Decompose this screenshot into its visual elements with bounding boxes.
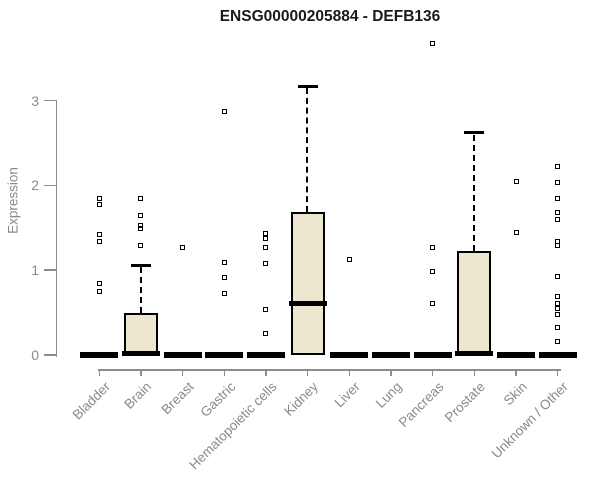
box-prostate bbox=[457, 250, 492, 355]
outlier-bladder-2 bbox=[96, 232, 102, 238]
x-tick-label-gastric: Gastric bbox=[197, 379, 238, 420]
outlier-gastric-2 bbox=[221, 274, 227, 280]
outlier-brain-2 bbox=[138, 222, 144, 228]
x-tick bbox=[223, 369, 226, 376]
x-tick bbox=[473, 369, 476, 376]
outlier-unknown-other-12 bbox=[555, 324, 561, 330]
outlier-gastric-1 bbox=[221, 260, 227, 266]
y-tick bbox=[44, 354, 57, 356]
outlier-liver-0 bbox=[346, 256, 352, 262]
outlier-brain-1 bbox=[138, 212, 144, 218]
x-tick bbox=[140, 369, 142, 376]
y-tick-label: 3 bbox=[31, 92, 39, 109]
outlier-unknown-other-9 bbox=[555, 300, 561, 306]
x-tick bbox=[98, 369, 101, 376]
x-tick-label-breast: Breast bbox=[158, 379, 197, 418]
outlier-unknown-other-3 bbox=[555, 210, 561, 216]
x-tick-label-pancreas: Pancreas bbox=[395, 379, 447, 430]
outlier-brain-0 bbox=[138, 195, 144, 201]
x-tick-label-liver: Liver bbox=[331, 379, 363, 411]
x-tick-label-prostate: Prostate bbox=[441, 379, 488, 426]
outlier-unknown-other-6 bbox=[555, 243, 561, 249]
outlier-bladder-4 bbox=[96, 281, 102, 287]
x-tick bbox=[181, 369, 184, 376]
whisker-cap-brain bbox=[130, 263, 151, 267]
x-tick-label-bladder: Bladder bbox=[69, 379, 113, 423]
outlier-skin-1 bbox=[513, 230, 519, 236]
outlier-hematopoietic-cells-2 bbox=[263, 244, 269, 250]
whisker-kidney bbox=[306, 88, 309, 212]
outlier-unknown-other-10 bbox=[555, 305, 561, 311]
outlier-unknown-other-0 bbox=[555, 164, 561, 170]
outlier-brain-3 bbox=[138, 226, 144, 232]
y-tick-label: 0 bbox=[31, 347, 39, 363]
median-breast bbox=[163, 352, 202, 358]
x-tick bbox=[515, 369, 517, 376]
outlier-pancreas-1 bbox=[430, 244, 436, 250]
outlier-hematopoietic-cells-4 bbox=[263, 306, 269, 312]
x-tick bbox=[431, 369, 434, 376]
outlier-hematopoietic-cells-5 bbox=[263, 331, 269, 337]
median-skin bbox=[497, 352, 535, 358]
outlier-breast-0 bbox=[180, 244, 186, 250]
box-brain bbox=[123, 313, 158, 355]
outlier-pancreas-2 bbox=[430, 269, 436, 275]
box-kidney bbox=[290, 211, 325, 355]
outlier-unknown-other-8 bbox=[555, 294, 561, 299]
y-tick bbox=[44, 99, 57, 102]
y-axis-line bbox=[55, 101, 57, 357]
outlier-bladder-1 bbox=[96, 202, 102, 208]
outlier-skin-0 bbox=[513, 178, 519, 184]
y-tick-label: 1 bbox=[31, 262, 39, 279]
x-tick bbox=[348, 369, 351, 376]
median-brain bbox=[121, 350, 160, 357]
outlier-bladder-5 bbox=[96, 288, 102, 294]
median-pancreas bbox=[413, 352, 452, 358]
x-tick-label-lung: Lung bbox=[372, 379, 405, 411]
outlier-hematopoietic-cells-3 bbox=[263, 260, 269, 266]
outlier-unknown-other-4 bbox=[555, 216, 561, 222]
chart-title: ENSG00000205884 - DEFB136 bbox=[219, 8, 441, 25]
outlier-bladder-3 bbox=[96, 238, 102, 244]
outlier-gastric-3 bbox=[221, 290, 227, 296]
whisker-cap-prostate bbox=[464, 131, 485, 135]
outlier-unknown-other-1 bbox=[555, 180, 561, 186]
median-gastric bbox=[205, 352, 244, 358]
whisker-prostate bbox=[473, 134, 476, 251]
outlier-unknown-other-2 bbox=[555, 195, 561, 201]
outlier-hematopoietic-cells-1 bbox=[263, 235, 269, 241]
outlier-brain-4 bbox=[138, 243, 144, 249]
x-tick bbox=[556, 369, 559, 376]
outlier-bladder-0 bbox=[96, 195, 102, 201]
y-tick-label: 2 bbox=[31, 177, 39, 194]
median-prostate bbox=[455, 350, 494, 357]
x-tick-label-kidney: Kidney bbox=[281, 379, 322, 419]
x-axis-line bbox=[98, 369, 561, 371]
x-tick-label-brain: Brain bbox=[121, 379, 155, 412]
outlier-pancreas-3 bbox=[430, 300, 436, 306]
x-tick-label-unknown-other: Unknown / Other bbox=[489, 379, 572, 462]
x-tick bbox=[390, 369, 392, 376]
outlier-unknown-other-11 bbox=[555, 311, 561, 317]
median-hematopoietic-cells bbox=[246, 352, 285, 358]
median-liver bbox=[330, 352, 369, 358]
median-kidney bbox=[288, 300, 327, 307]
median-lung bbox=[371, 352, 410, 358]
outlier-unknown-other-7 bbox=[555, 273, 561, 279]
outlier-pancreas-0 bbox=[430, 40, 436, 46]
median-bladder bbox=[80, 352, 119, 358]
outlier-unknown-other-13 bbox=[555, 338, 561, 344]
x-tick bbox=[265, 369, 267, 376]
whisker-cap-kidney bbox=[297, 84, 318, 88]
median-unknown-other bbox=[538, 352, 577, 358]
y-tick bbox=[44, 269, 57, 271]
y-tick bbox=[44, 184, 57, 187]
outlier-gastric-0 bbox=[221, 109, 227, 115]
whisker-brain bbox=[139, 267, 142, 314]
x-tick bbox=[306, 369, 309, 376]
x-tick-label-skin: Skin bbox=[500, 379, 530, 409]
